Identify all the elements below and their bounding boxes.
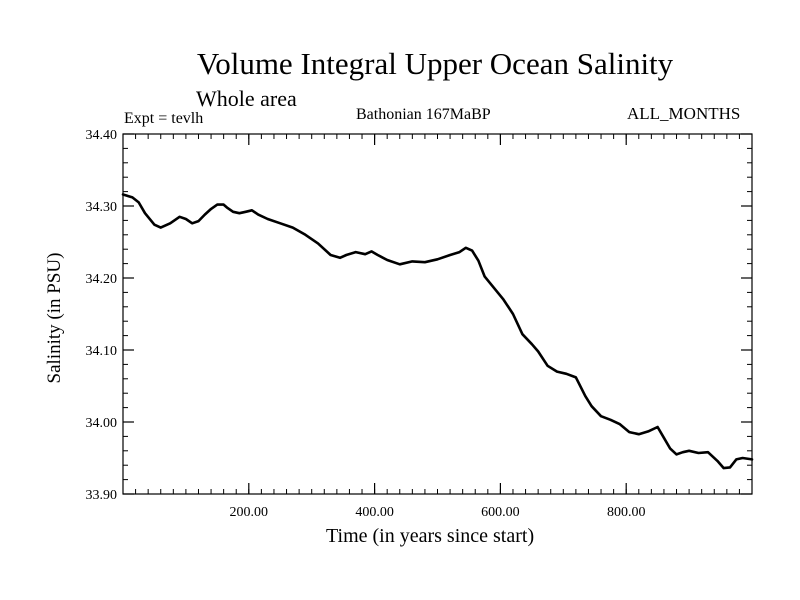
salinity-series-line [121, 193, 754, 470]
major-ticks [123, 133, 752, 495]
tick-labels: 200.00 400.00 600.00 800.00 33.90 34.00 34.10 3… [86, 128, 646, 520]
months-label: ALL_MONTHS [627, 104, 741, 123]
y-tick-label: 34.10 [86, 344, 118, 359]
y-tick-label: 33.90 [86, 488, 118, 503]
x-tick-label: 800.00 [607, 505, 646, 520]
x-axis-label: Time (in years since start) [326, 525, 535, 547]
y-tick-label: 34.00 [86, 416, 118, 431]
y-tick-label: 34.20 [86, 272, 118, 287]
minor-ticks [123, 134, 752, 494]
x-tick-label: 200.00 [230, 505, 269, 520]
series-layer [121, 193, 754, 470]
run-label: Bathonian 167MaBP [356, 106, 491, 123]
experiment-label: Expt = tevlh [124, 110, 204, 127]
chart-title: Volume Integral Upper Ocean Salinity [196, 46, 674, 81]
chart-subtitle: Whole area [196, 86, 297, 111]
x-tick-label: 400.00 [355, 505, 394, 520]
x-tick-label: 600.00 [481, 505, 520, 520]
y-tick-label: 34.30 [86, 200, 118, 215]
y-tick-label: 34.40 [86, 128, 118, 143]
plot-frame [122, 133, 753, 495]
